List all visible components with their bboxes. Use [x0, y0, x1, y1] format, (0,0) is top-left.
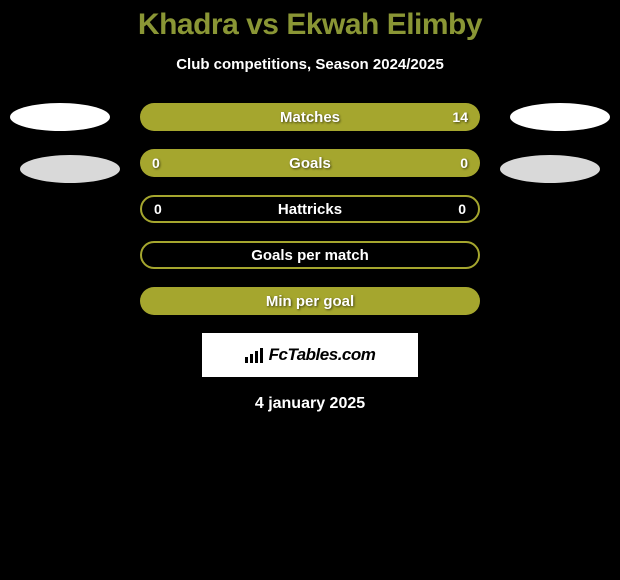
stat-right-value: 0	[458, 201, 466, 217]
stat-left-value: 0	[152, 155, 160, 171]
stat-label: Min per goal	[266, 293, 354, 310]
player-right-shadow-icon	[500, 155, 600, 183]
stat-right-value: 14	[452, 109, 468, 125]
stat-label: Goals per match	[251, 247, 369, 264]
stat-label: Hattricks	[278, 201, 342, 218]
date-label: 4 january 2025	[0, 395, 620, 413]
stat-left-value: 0	[154, 201, 162, 217]
player-left-placeholder-icon	[10, 103, 110, 131]
fctables-link[interactable]: FcTables.com	[202, 333, 418, 377]
stat-row-goals: 0 Goals 0	[140, 149, 480, 177]
bar-chart-icon	[245, 347, 265, 363]
stat-label: Goals	[289, 155, 331, 172]
stat-row-min-per-goal: Min per goal	[140, 287, 480, 315]
logo-text: FcTables.com	[269, 345, 376, 365]
stat-rows: Matches 14 0 Goals 0 0 Hattricks 0 Goals…	[140, 103, 480, 315]
stat-row-hattricks: 0 Hattricks 0	[140, 195, 480, 223]
player-right-placeholder-icon	[510, 103, 610, 131]
stat-row-goals-per-match: Goals per match	[140, 241, 480, 269]
page-title: Khadra vs Ekwah Elimby	[0, 0, 620, 42]
stat-label: Matches	[280, 109, 340, 126]
stat-row-matches: Matches 14	[140, 103, 480, 131]
comparison-panel: Matches 14 0 Goals 0 0 Hattricks 0 Goals…	[0, 103, 620, 413]
subtitle: Club competitions, Season 2024/2025	[0, 56, 620, 73]
player-left-shadow-icon	[20, 155, 120, 183]
stat-right-value: 0	[460, 155, 468, 171]
